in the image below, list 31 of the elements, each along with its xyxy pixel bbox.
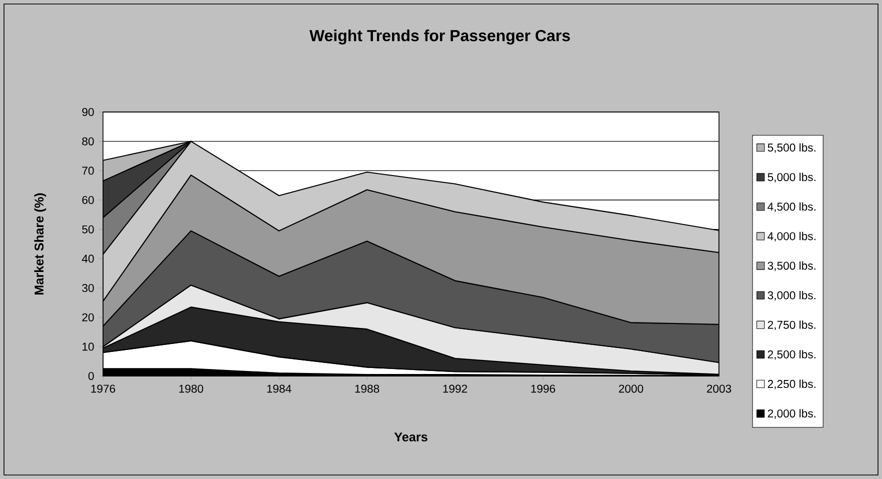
legend-label: 4,500 lbs. bbox=[768, 202, 816, 212]
y-tick-label: 20 bbox=[82, 313, 94, 322]
legend-label: 2,250 lbs. bbox=[768, 380, 816, 390]
y-tick-label: 30 bbox=[82, 284, 94, 292]
x-tick-label: 1988 bbox=[355, 384, 380, 393]
x-tick-label: 2003 bbox=[706, 384, 732, 393]
legend-label: 5,000 lbs. bbox=[768, 172, 816, 182]
x-tick-label: 1996 bbox=[531, 384, 556, 393]
legend-label: 4,000 lbs. bbox=[768, 232, 816, 242]
legend-label: 2,500 lbs. bbox=[768, 350, 816, 360]
y-tick-label: 70 bbox=[82, 166, 94, 175]
y-tick-label: 0 bbox=[88, 372, 94, 380]
x-tick-label: 1992 bbox=[443, 384, 468, 393]
x-tick-label: 2000 bbox=[618, 384, 644, 393]
y-axis-title: Market Share (%) bbox=[34, 193, 46, 295]
legend-label: 2,750 lbs. bbox=[768, 320, 816, 330]
legend-label: 3,500 lbs. bbox=[768, 261, 816, 272]
legend-label: 2,000 lbs. bbox=[768, 409, 816, 419]
y-tick-label: 10 bbox=[82, 342, 94, 351]
y-tick-label: 50 bbox=[82, 225, 94, 234]
y-tick-label: 40 bbox=[82, 254, 94, 263]
legend-label: 5,500 lbs. bbox=[768, 143, 816, 153]
x-tick-label: 1976 bbox=[91, 384, 116, 393]
x-tick-label: 1980 bbox=[179, 384, 204, 393]
y-tick-label: 90 bbox=[82, 108, 94, 116]
x-axis-title: Years bbox=[394, 432, 428, 442]
y-tick-label: 80 bbox=[82, 137, 94, 146]
legend-label: 3,000 lbs. bbox=[768, 290, 816, 301]
chart-title: Weight Trends for Passenger Cars bbox=[309, 30, 570, 45]
y-tick-label: 60 bbox=[82, 196, 94, 204]
x-tick-label: 1984 bbox=[267, 384, 292, 393]
